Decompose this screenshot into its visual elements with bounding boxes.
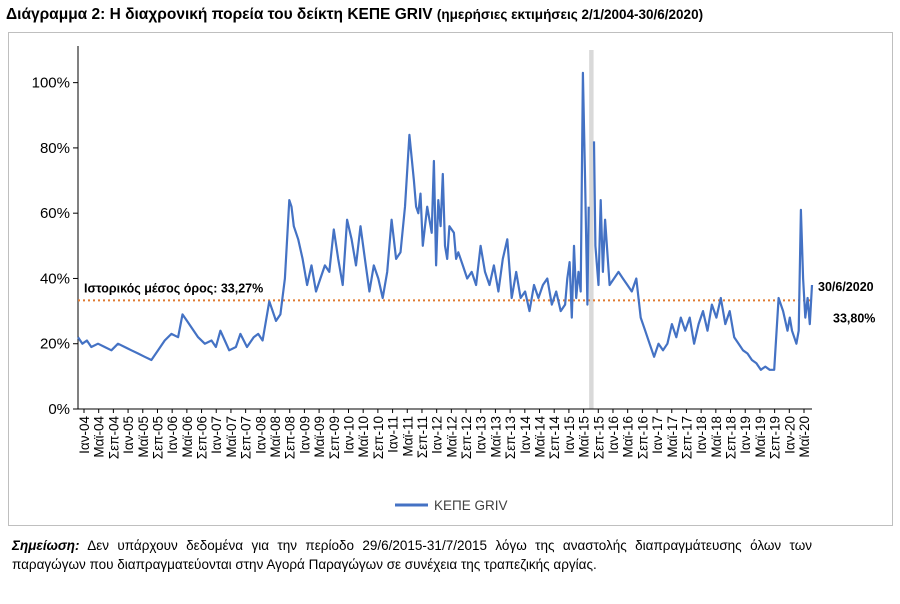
x-tick-label: Σεπ-14 [547, 416, 562, 460]
x-tick-label: Σεπ-16 [635, 416, 650, 459]
x-tick-label: Ιαν-11 [386, 416, 401, 453]
x-tick-label: Μαϊ-07 [224, 416, 239, 458]
chart-title-sub: (ημερήσιες εκτιμήσεις 2/1/2004-30/6/2020… [436, 7, 704, 22]
y-tick-label: 60% [40, 205, 70, 222]
x-tick-label: Ιαν-20 [782, 416, 797, 454]
x-tick-label: Ιαν-13 [474, 416, 489, 454]
x-tick-label: Ιαν-06 [165, 416, 180, 454]
x-tick-label: Ιαν-10 [341, 416, 356, 454]
x-tick-label: Μαϊ-09 [312, 416, 327, 458]
x-tick-label: Ιαν-17 [650, 416, 665, 454]
footnote-text: Δεν υπάρχουν δεδομένα για την περίοδο 29… [12, 538, 812, 572]
x-tick-label: Μαϊ-18 [709, 416, 724, 458]
x-tick-label: Μαϊ-05 [136, 416, 151, 458]
x-tick-label: Ιαν-19 [738, 416, 753, 454]
x-tick-label: Ιαν-08 [253, 416, 268, 454]
y-tick-label: 80% [40, 140, 70, 157]
x-tick-label: Σεπ-17 [679, 416, 694, 459]
x-tick-label: Μαϊ-04 [92, 416, 107, 458]
x-tick-label: Μαϊ-13 [488, 416, 503, 458]
x-tick-label: Μαϊ-17 [665, 416, 680, 458]
series-line-after-gap [592, 141, 814, 371]
x-tick-label: Ιαν-14 [518, 416, 533, 454]
x-tick-label: Σεπ-08 [283, 416, 298, 459]
y-tick-label: 40% [40, 270, 70, 287]
chart-title-main: Διάγραμμα 2: Η διαχρονική πορεία του δεί… [6, 6, 433, 23]
x-tick-label: Σεπ-12 [459, 416, 474, 459]
x-tick-label: Μαϊ-15 [577, 416, 592, 458]
chart-title: Διάγραμμα 2: Η διαχρονική πορεία του δεί… [6, 6, 703, 24]
x-tick-label: Μαϊ-10 [356, 416, 371, 458]
x-tick-label: Ιαν-09 [297, 416, 312, 454]
x-tick-label: Ιαν-07 [209, 416, 224, 454]
x-tick-label: Σεπ-11 [415, 416, 430, 458]
x-tick-label: Ιαν-04 [77, 416, 92, 454]
y-tick-label: 20% [40, 336, 70, 353]
legend-label: ΚΕΠΕ GRIV [434, 498, 508, 513]
x-tick-label: Μαϊ-06 [180, 416, 195, 458]
chart-frame [8, 32, 893, 526]
end-date-label: 30/6/2020 [818, 280, 874, 294]
x-tick-label: Ιαν-18 [694, 416, 709, 454]
x-tick-label: Μαϊ-12 [444, 416, 459, 458]
series-line-before-gap [77, 71, 590, 362]
end-value-label: 33,80% [833, 312, 875, 326]
mean-reference-label: Ιστορικός μέσος όρος: 33,27% [84, 281, 263, 295]
x-tick-label: Σεπ-10 [371, 416, 386, 459]
x-tick-label: Σεπ-15 [591, 416, 606, 459]
footnote-label: Σημείωση: [12, 538, 80, 553]
x-tick-label: Σεπ-06 [195, 416, 210, 459]
x-tick-label: Σεπ-13 [503, 416, 518, 459]
x-tick-label: Σεπ-04 [106, 416, 121, 460]
y-tick-label: 0% [48, 401, 70, 418]
x-tick-label: Μαϊ-19 [753, 416, 768, 458]
x-tick-label: Ιαν-12 [430, 416, 445, 454]
chart: 0%20%40%60%80%100%Ιαν-04 Μαϊ-04 Σεπ-04 Ιαν-… [32, 46, 875, 513]
no-data-gap-band [589, 50, 594, 409]
x-tick-label: Μαϊ-14 [533, 416, 548, 458]
x-tick-label: Σεπ-19 [768, 416, 783, 459]
footnote: Σημείωση: Δεν υπάρχουν δεδομένα για την … [12, 536, 812, 574]
x-tick-label: Ιαν-05 [121, 416, 136, 454]
x-tick-label: Μαϊ-11 [400, 416, 415, 457]
x-tick-label: Μαϊ-08 [268, 416, 283, 458]
y-tick-label: 100% [32, 75, 70, 92]
x-tick-label: Σεπ-05 [150, 416, 165, 459]
x-tick-label: Μαϊ-16 [621, 416, 636, 458]
x-tick-label: Μαϊ-20 [797, 416, 812, 458]
x-tick-label: Σεπ-07 [239, 416, 254, 459]
x-tick-label: Σεπ-09 [327, 416, 342, 459]
x-tick-label: Ιαν-16 [606, 416, 621, 454]
x-tick-label: Σεπ-18 [724, 416, 739, 459]
x-tick-label: Ιαν-15 [562, 416, 577, 454]
